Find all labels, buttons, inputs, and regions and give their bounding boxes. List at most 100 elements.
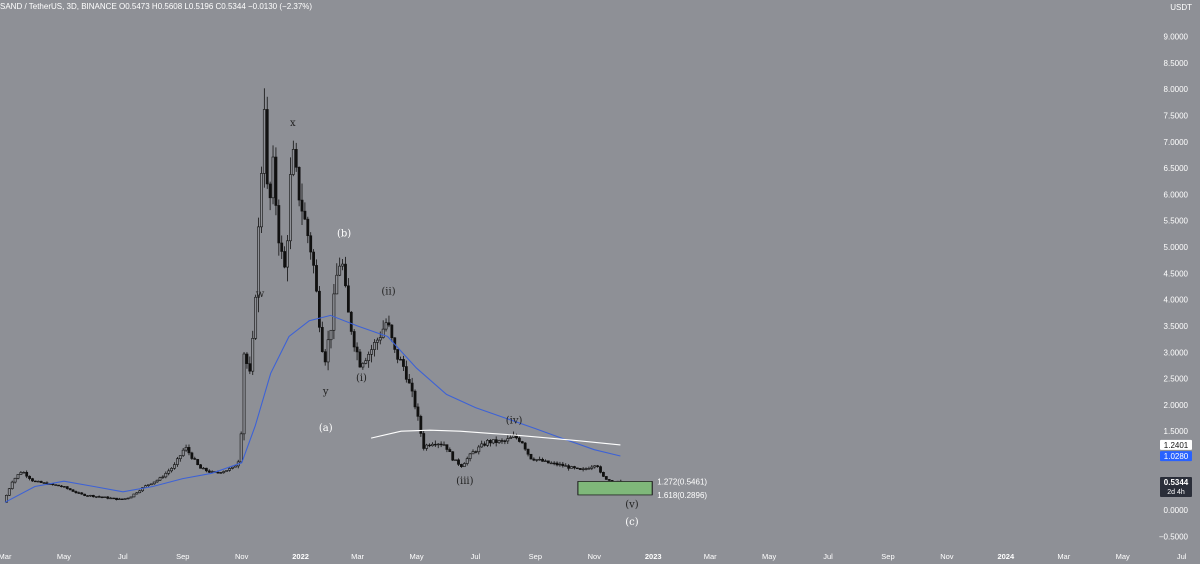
candle-body	[120, 498, 124, 500]
candle-body	[477, 446, 481, 453]
y-tick-label: 5.0000	[1164, 243, 1189, 252]
candle-body	[564, 465, 568, 467]
candle-body	[167, 470, 171, 474]
candle-body	[242, 353, 246, 435]
symbol-ohlc-header: SAND / TetherUS, 3D, BINANCE O0.5473 H0.…	[0, 2, 313, 11]
candle-body	[57, 484, 60, 487]
x-tick-label: Sep	[881, 552, 894, 561]
candle-body	[175, 458, 179, 465]
candle-body	[317, 290, 321, 328]
elliott-wave-label: (iii)	[456, 476, 473, 487]
candle-body	[123, 498, 127, 500]
elliott-wave-label: (iv)	[506, 415, 523, 426]
candle-body	[233, 465, 237, 468]
candle-body	[86, 495, 89, 497]
x-tick-label: Mar	[351, 552, 364, 561]
candle-body	[260, 173, 263, 228]
candle-body	[283, 251, 287, 268]
candle-body	[465, 458, 469, 464]
candle-body	[202, 467, 205, 470]
candle-body	[500, 440, 504, 442]
candle-body	[103, 496, 107, 499]
candle-body	[535, 459, 539, 461]
candle-body	[555, 462, 559, 466]
x-tick-label: 2024	[997, 552, 1015, 561]
candle-body	[36, 480, 40, 483]
candle-body	[62, 486, 66, 488]
candle-body	[271, 156, 275, 199]
y-tick-label: 1.5000	[1164, 427, 1189, 436]
x-tick-label: Nov	[588, 552, 602, 561]
candle-body	[552, 462, 556, 465]
candle-body	[13, 477, 17, 483]
candle-body	[245, 353, 249, 364]
x-tick-label: Sep	[176, 552, 189, 561]
candle-body	[407, 379, 411, 384]
x-tick-label: Mar	[704, 552, 717, 561]
candle-body	[448, 449, 452, 452]
blue-moving-average-line	[4, 314, 621, 503]
candle-body	[402, 359, 405, 367]
elliott-wave-label: (a)	[319, 423, 333, 434]
candle-body	[300, 199, 304, 212]
candle-body	[474, 451, 478, 453]
candle-body	[309, 235, 313, 253]
y-tick-label: 8.0000	[1164, 85, 1189, 94]
candle-body	[126, 497, 130, 500]
x-tick-label: May	[57, 552, 71, 561]
candle-body	[257, 226, 260, 298]
candle-body	[268, 183, 272, 199]
candle-body	[541, 458, 544, 462]
candle-body	[512, 435, 515, 438]
candle-body	[39, 480, 43, 483]
y-tick-label: 9.0000	[1164, 33, 1189, 42]
candle-body	[181, 449, 185, 456]
candle-body	[152, 481, 156, 485]
candle-body	[5, 494, 8, 503]
x-tick-label: May	[762, 552, 776, 561]
candle-body	[590, 466, 594, 469]
candle-body	[593, 465, 597, 468]
candle-body	[335, 274, 339, 295]
candle-body	[578, 468, 582, 470]
x-tick-label: Mar	[0, 552, 12, 561]
candle-body	[387, 322, 391, 326]
x-tick-label: Jul	[1177, 552, 1187, 561]
candle-body	[251, 338, 255, 372]
candle-body	[33, 480, 37, 483]
candle-body	[60, 485, 63, 488]
y-tick-label: 4.5000	[1164, 269, 1189, 278]
y-tick-label: 2.5000	[1164, 375, 1189, 384]
candle-body	[538, 458, 542, 461]
x-tick-label: Jul	[471, 552, 481, 561]
candle-body	[517, 437, 521, 442]
candle-body	[486, 440, 489, 446]
candle-body	[378, 337, 382, 341]
candle-body	[262, 109, 266, 174]
y-tick-label: −0.5000	[1159, 533, 1189, 542]
candle-body	[254, 296, 258, 339]
candle-body	[173, 464, 176, 469]
x-tick-label: May	[1116, 552, 1130, 561]
candle-body	[413, 390, 417, 408]
candle-body	[312, 251, 316, 266]
candle-body	[483, 443, 486, 446]
y-tick-label: 2.0000	[1164, 401, 1189, 410]
candle-body	[460, 464, 463, 467]
candle-body	[587, 468, 591, 470]
candle-body	[567, 465, 571, 469]
y-tick-label: 6.5000	[1164, 164, 1189, 173]
elliott-wave-label: (i)	[356, 373, 367, 384]
price-tag-countdown: 2d 4h	[1167, 489, 1185, 496]
candle-body	[216, 471, 220, 474]
candle-body	[471, 451, 475, 455]
elliott-wave-label: (ii)	[381, 286, 395, 297]
candle-body	[77, 492, 81, 494]
candle-body	[410, 382, 414, 392]
candle-body	[341, 263, 344, 267]
candle-body	[332, 293, 336, 331]
candle-body	[570, 466, 573, 469]
candle-body	[100, 496, 104, 498]
candle-body	[132, 493, 136, 498]
